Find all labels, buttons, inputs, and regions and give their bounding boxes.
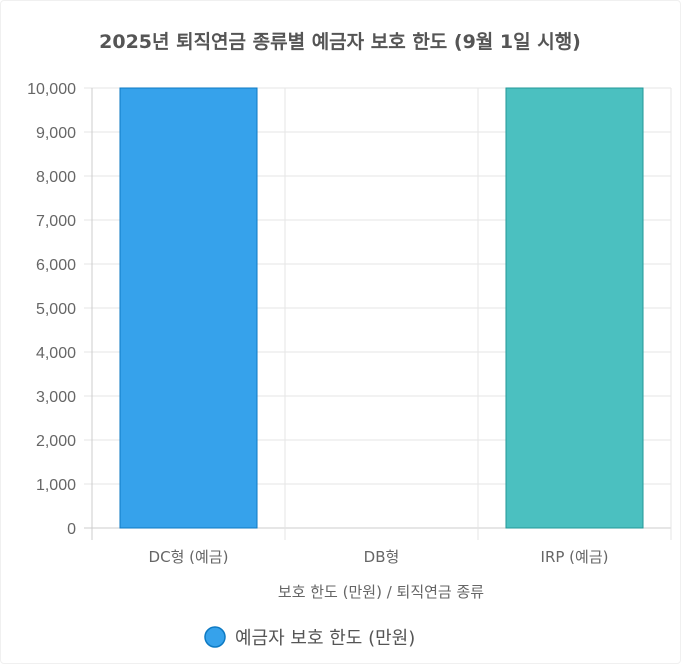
y-tick-label: 10,000	[27, 81, 76, 98]
y-tick-label: 5,000	[36, 301, 76, 318]
y-tick-label: 4,000	[36, 345, 76, 362]
y-tick-label: 7,000	[36, 213, 76, 230]
y-axis-ticks: 0 1,000 2,000 3,000 4,000 5,000 6,000 7,000 8,00…	[27, 81, 76, 538]
legend-swatch[interactable]	[204, 626, 226, 648]
x-tick-label: DB형	[364, 548, 400, 566]
x-axis-ticks: DC형 (예금) DB형 IRP (예금)	[149, 548, 609, 566]
y-tick-label: 0	[67, 521, 76, 538]
y-tick-label: 6,000	[36, 257, 76, 274]
chart-title: 2025년 퇴직연금 종류별 예금자 보호 한도 (9월 1일 시행)	[99, 31, 581, 53]
x-tick-label: IRP (예금)	[541, 548, 609, 566]
bar[interactable]	[119, 87, 258, 529]
x-axis-title: 보호 한도 (만원) / 퇴직연금 종류	[278, 583, 484, 601]
y-tick-label: 3,000	[36, 389, 76, 406]
legend-label[interactable]: 예금자 보호 한도 (만원)	[235, 628, 415, 649]
x-tick-label: DC형 (예금)	[149, 548, 229, 566]
y-tick-label: 8,000	[36, 169, 76, 186]
y-tick-label: 1,000	[36, 477, 76, 494]
bar[interactable]	[505, 87, 644, 529]
y-tick-label: 9,000	[36, 125, 76, 142]
y-tick-label: 2,000	[36, 433, 76, 450]
bars	[119, 87, 644, 529]
legend[interactable]: 예금자 보호 한도 (만원)	[204, 626, 415, 649]
